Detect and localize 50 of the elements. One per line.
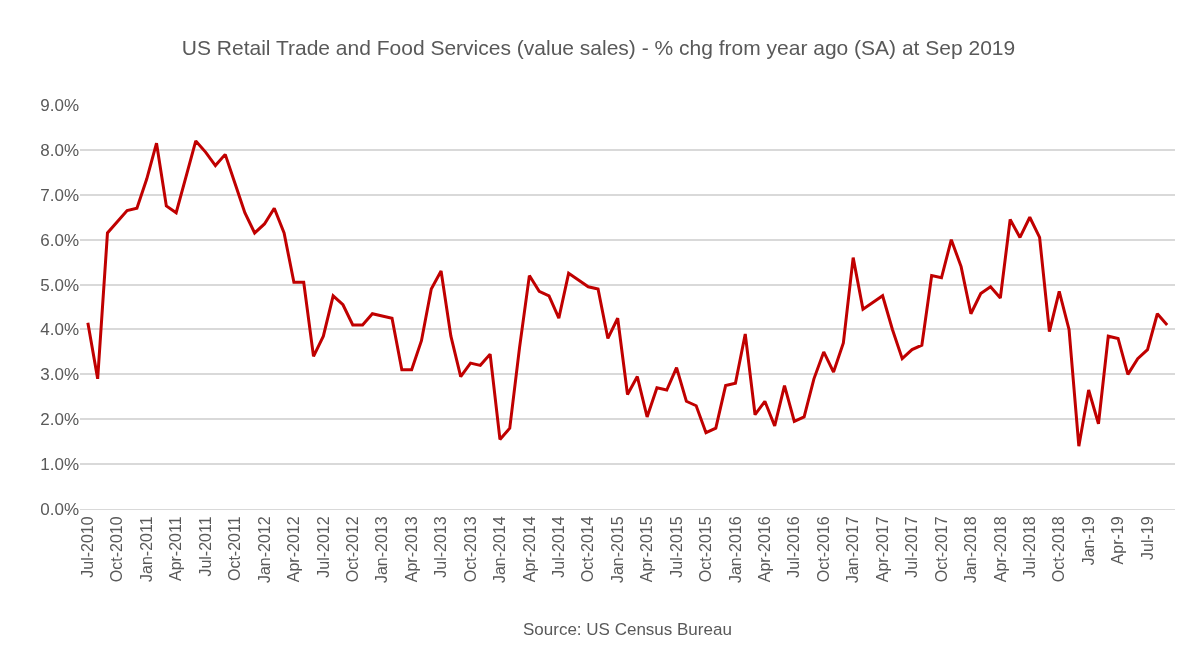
x-tick-label: Jan-2016 xyxy=(726,516,744,584)
y-tick-label: 9.0% xyxy=(40,95,79,115)
x-tick-label: Oct-2014 xyxy=(579,516,597,583)
y-tick-label: 6.0% xyxy=(40,230,79,250)
x-tick-label: Apr-2014 xyxy=(520,516,538,583)
x-tick-label: Jul-2015 xyxy=(667,516,685,578)
x-tick-label: Apr-2018 xyxy=(991,516,1009,583)
x-tick-label: Jul-2012 xyxy=(314,516,332,578)
x-tick-label: Jan-2018 xyxy=(962,516,980,584)
x-tick-label: Apr-19 xyxy=(1109,516,1127,565)
source-note: Source: US Census Bureau xyxy=(523,620,732,639)
x-tick-label: Oct-2011 xyxy=(226,516,244,582)
x-tick-label: Apr-2016 xyxy=(756,516,774,583)
x-tick-label: Jul-2016 xyxy=(785,516,803,578)
x-tick-label: Jul-2017 xyxy=(903,516,921,578)
y-tick-label: 4.0% xyxy=(40,320,79,340)
x-tick-label: Apr-2012 xyxy=(285,516,303,583)
y-tick-label: 2.0% xyxy=(40,410,79,430)
x-tick-label: Oct-2017 xyxy=(932,516,950,583)
x-tick-label: Oct-2015 xyxy=(697,516,715,583)
x-tick-label: Apr-2015 xyxy=(638,516,656,583)
y-tick-label: 3.0% xyxy=(40,365,79,385)
x-tick-label: Oct-2013 xyxy=(461,516,479,583)
y-tick-label: 5.0% xyxy=(40,275,79,295)
chart-title: US Retail Trade and Food Services (value sales) - % chg from year ago (SA) at Sep 2019 xyxy=(181,35,1016,59)
x-tick-label: Jan-2015 xyxy=(608,516,626,584)
x-tick-label: Oct-2012 xyxy=(343,516,361,583)
x-tick-label: Oct-2018 xyxy=(1050,516,1068,583)
x-tick-label: Oct-2010 xyxy=(108,516,126,583)
x-tick-label: Jan-2013 xyxy=(373,516,391,584)
x-tick-label: Oct-2016 xyxy=(814,516,832,583)
y-tick-label: 8.0% xyxy=(40,140,79,160)
x-tick-label: Jul-2013 xyxy=(432,516,450,578)
x-tick-label: Apr-2013 xyxy=(402,516,420,583)
y-tick-label: 7.0% xyxy=(40,185,79,205)
x-tick-label: Jan-2017 xyxy=(844,516,862,584)
x-tick-label: Jul-19 xyxy=(1138,516,1156,560)
x-tick-label: Apr-2011 xyxy=(167,516,185,582)
x-tick-label: Jul-2010 xyxy=(79,516,97,578)
x-tick-label: Jan-19 xyxy=(1079,516,1097,566)
x-tick-label: Jul-2011 xyxy=(196,516,214,577)
y-tick-label: 0.0% xyxy=(40,499,79,519)
x-tick-label: Jan-2011 xyxy=(137,516,155,582)
line-series xyxy=(86,139,1169,448)
x-tick-label: Jan-2012 xyxy=(255,516,273,584)
x-tick-label: Jan-2014 xyxy=(491,516,509,584)
x-tick-label: Jul-2014 xyxy=(550,516,568,578)
x-tick-label: Jul-2018 xyxy=(1020,516,1038,578)
x-tick-label: Apr-2017 xyxy=(873,516,891,583)
y-tick-label: 1.0% xyxy=(40,455,79,475)
